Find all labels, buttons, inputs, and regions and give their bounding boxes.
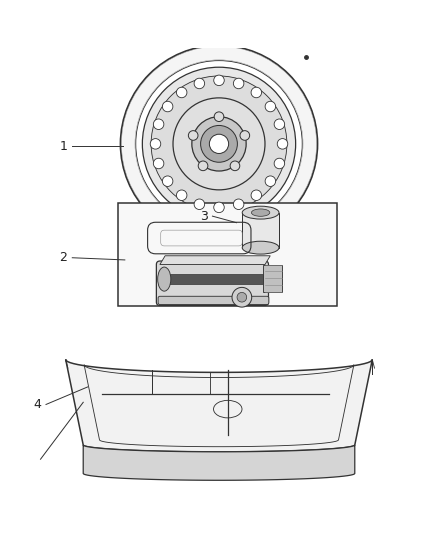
Polygon shape — [263, 264, 282, 292]
Ellipse shape — [242, 241, 279, 254]
Ellipse shape — [230, 161, 240, 171]
Ellipse shape — [158, 267, 171, 291]
Text: 2: 2 — [60, 251, 67, 264]
Ellipse shape — [214, 75, 224, 86]
Ellipse shape — [251, 87, 261, 98]
Ellipse shape — [265, 101, 276, 112]
Polygon shape — [66, 360, 372, 452]
Ellipse shape — [120, 45, 318, 243]
Ellipse shape — [201, 125, 237, 162]
Ellipse shape — [240, 131, 250, 140]
Ellipse shape — [162, 176, 173, 187]
Ellipse shape — [194, 78, 205, 88]
Ellipse shape — [251, 209, 270, 216]
Ellipse shape — [194, 199, 205, 209]
Ellipse shape — [242, 206, 279, 219]
Ellipse shape — [136, 61, 302, 227]
Polygon shape — [83, 445, 355, 480]
Ellipse shape — [150, 139, 161, 149]
Ellipse shape — [192, 117, 246, 171]
Ellipse shape — [153, 158, 164, 169]
Ellipse shape — [173, 98, 265, 190]
Ellipse shape — [198, 161, 208, 171]
Polygon shape — [242, 213, 279, 248]
Ellipse shape — [265, 176, 276, 187]
FancyBboxPatch shape — [158, 296, 269, 304]
Polygon shape — [162, 274, 263, 284]
Ellipse shape — [151, 76, 287, 212]
Ellipse shape — [274, 158, 285, 169]
Ellipse shape — [177, 87, 187, 98]
Ellipse shape — [214, 112, 224, 122]
Ellipse shape — [209, 134, 229, 154]
Text: 1: 1 — [60, 140, 67, 152]
Polygon shape — [160, 256, 270, 264]
Ellipse shape — [177, 190, 187, 200]
Text: 4: 4 — [33, 398, 41, 411]
Ellipse shape — [277, 139, 288, 149]
Ellipse shape — [274, 119, 285, 130]
Ellipse shape — [251, 190, 261, 200]
Ellipse shape — [232, 287, 252, 307]
Ellipse shape — [188, 131, 198, 140]
Ellipse shape — [162, 101, 173, 112]
Ellipse shape — [153, 119, 164, 130]
Ellipse shape — [214, 202, 224, 213]
Polygon shape — [118, 203, 337, 306]
Ellipse shape — [233, 199, 244, 209]
Text: 3: 3 — [200, 209, 208, 223]
Ellipse shape — [142, 67, 296, 221]
Ellipse shape — [233, 78, 244, 88]
FancyBboxPatch shape — [156, 261, 268, 305]
Ellipse shape — [237, 293, 247, 302]
